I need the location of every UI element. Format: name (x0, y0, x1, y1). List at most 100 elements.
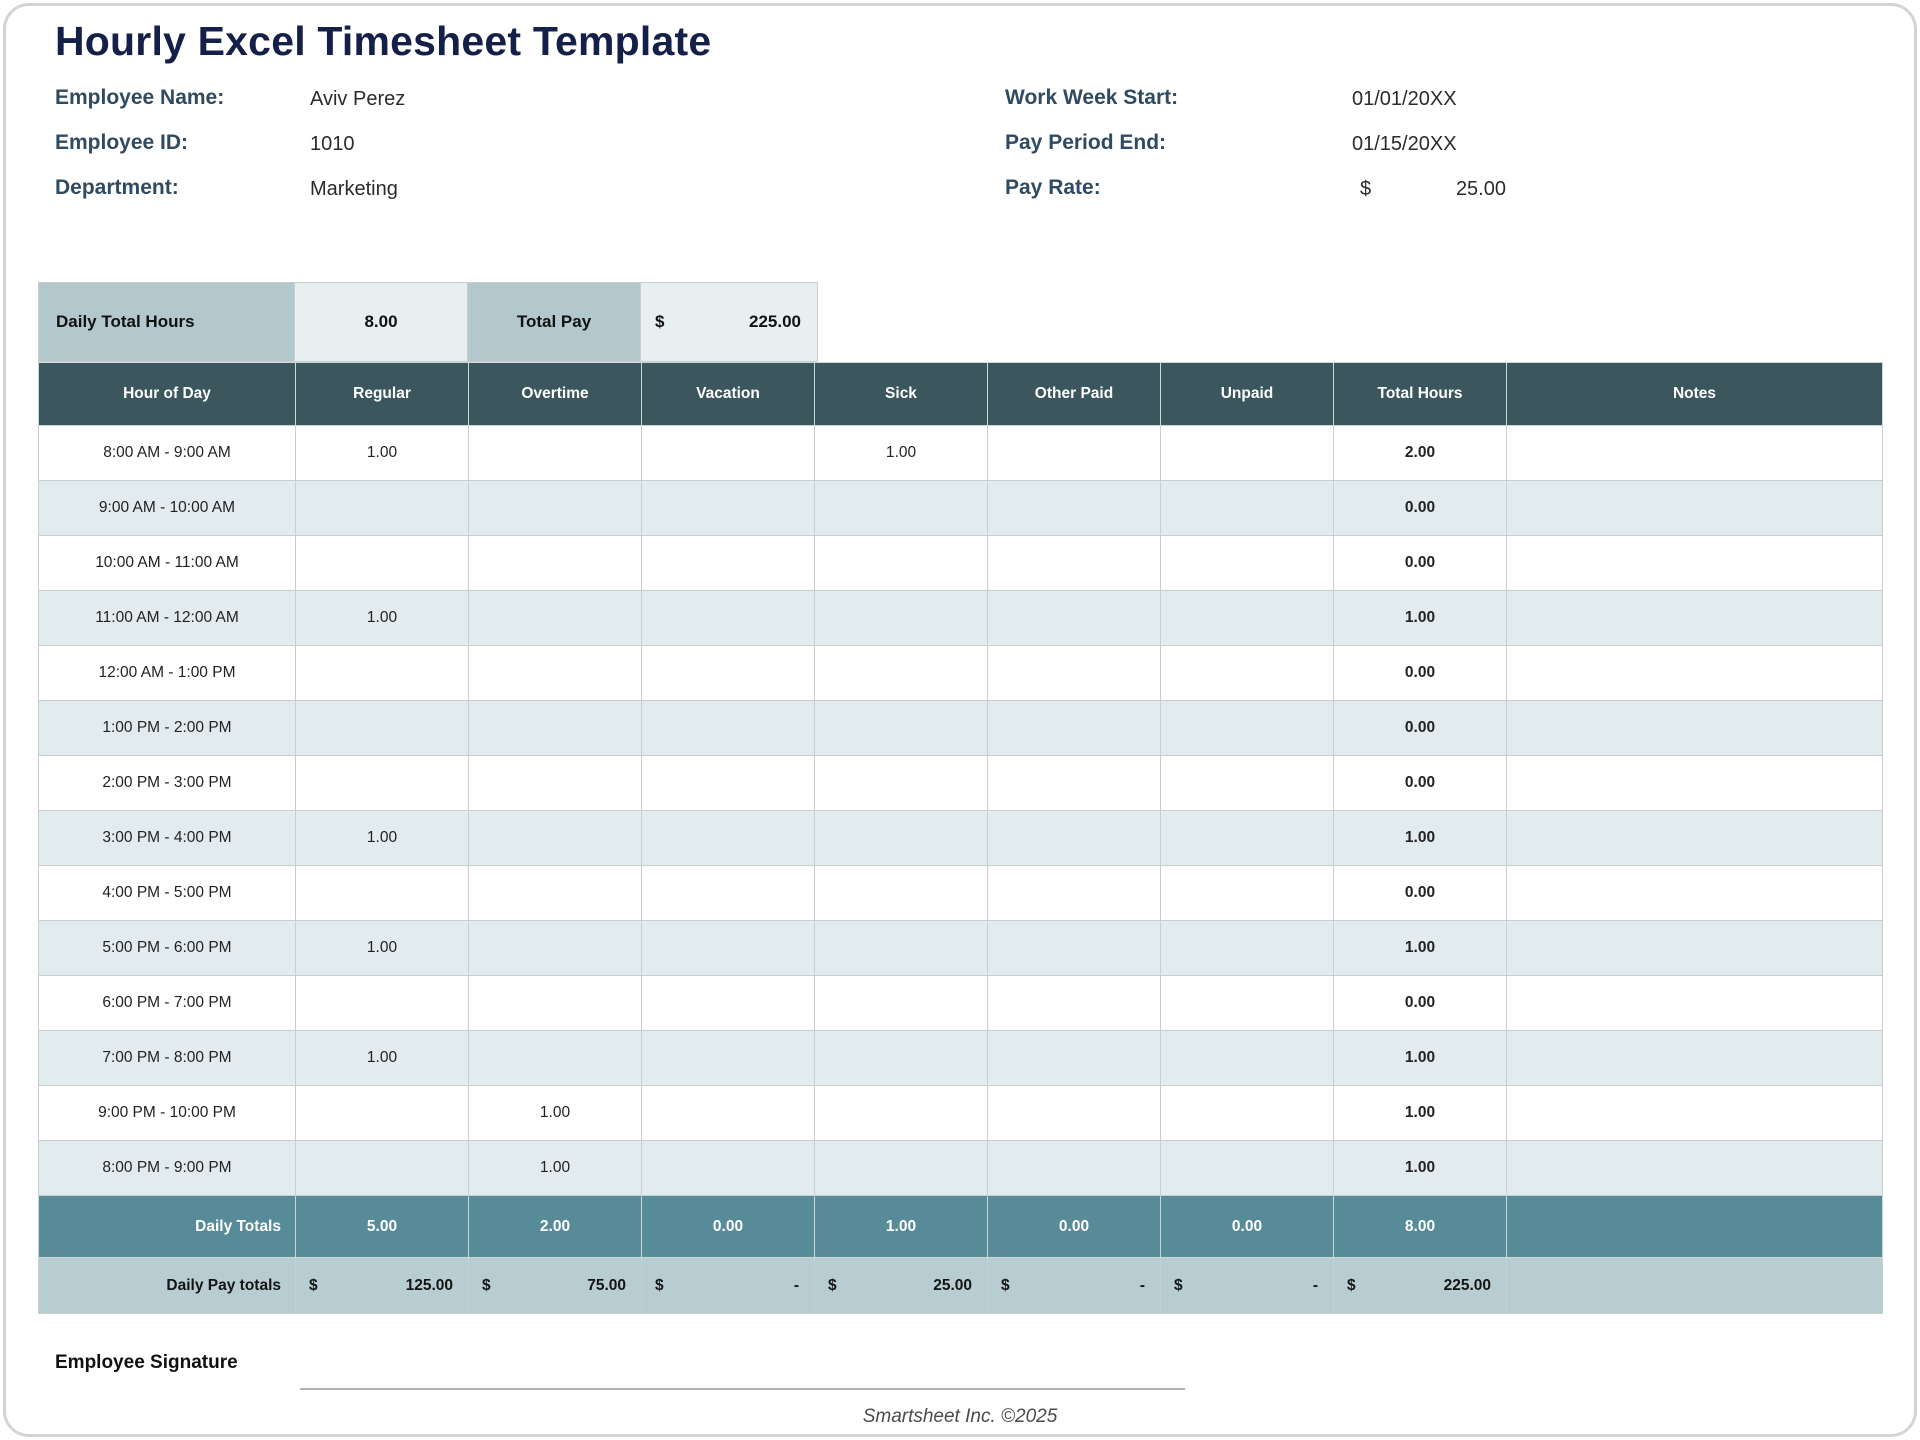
overtime-cell[interactable] (468, 425, 642, 481)
vacation-cell[interactable] (641, 590, 815, 646)
notes-cell[interactable] (1506, 535, 1883, 591)
sick-cell[interactable] (814, 645, 988, 701)
employee-name-value[interactable]: Aviv Perez (310, 88, 406, 110)
notes-cell[interactable] (1506, 590, 1883, 646)
unpaid-cell[interactable] (1160, 645, 1334, 701)
other-paid-cell[interactable] (987, 975, 1161, 1031)
regular-cell[interactable] (295, 535, 469, 591)
sick-cell[interactable] (814, 920, 988, 976)
other-paid-cell[interactable] (987, 1140, 1161, 1196)
regular-cell[interactable] (295, 700, 469, 756)
regular-cell[interactable] (295, 480, 469, 536)
overtime-cell[interactable] (468, 700, 642, 756)
regular-cell[interactable] (295, 1140, 469, 1196)
vacation-cell[interactable] (641, 1085, 815, 1141)
other-paid-cell[interactable] (987, 1085, 1161, 1141)
vacation-cell[interactable] (641, 425, 815, 481)
vacation-cell[interactable] (641, 700, 815, 756)
sick-cell[interactable] (814, 590, 988, 646)
unpaid-cell[interactable] (1160, 920, 1334, 976)
notes-cell[interactable] (1506, 1140, 1883, 1196)
regular-cell[interactable]: 1.00 (295, 425, 469, 481)
vacation-cell[interactable] (641, 865, 815, 921)
overtime-cell[interactable]: 1.00 (468, 1140, 642, 1196)
unpaid-cell[interactable] (1160, 810, 1334, 866)
regular-cell[interactable] (295, 865, 469, 921)
other-paid-cell[interactable] (987, 1030, 1161, 1086)
notes-cell[interactable] (1506, 480, 1883, 536)
vacation-cell[interactable] (641, 920, 815, 976)
other-paid-cell[interactable] (987, 810, 1161, 866)
unpaid-cell[interactable] (1160, 590, 1334, 646)
notes-cell[interactable] (1506, 975, 1883, 1031)
notes-cell[interactable] (1506, 1030, 1883, 1086)
unpaid-cell[interactable] (1160, 1140, 1334, 1196)
overtime-cell[interactable] (468, 590, 642, 646)
vacation-cell[interactable] (641, 1140, 815, 1196)
notes-cell[interactable] (1506, 645, 1883, 701)
pay-period-end-value[interactable]: 01/15/20XX (1352, 133, 1457, 155)
vacation-cell[interactable] (641, 975, 815, 1031)
sick-cell[interactable] (814, 1140, 988, 1196)
overtime-cell[interactable] (468, 1030, 642, 1086)
unpaid-cell[interactable] (1160, 865, 1334, 921)
notes-cell[interactable] (1506, 810, 1883, 866)
other-paid-cell[interactable] (987, 645, 1161, 701)
overtime-cell[interactable]: 1.00 (468, 1085, 642, 1141)
regular-cell[interactable] (295, 645, 469, 701)
overtime-cell[interactable] (468, 755, 642, 811)
sick-cell[interactable] (814, 480, 988, 536)
work-week-start-value[interactable]: 01/01/20XX (1352, 88, 1457, 110)
other-paid-cell[interactable] (987, 920, 1161, 976)
overtime-cell[interactable] (468, 535, 642, 591)
overtime-cell[interactable] (468, 920, 642, 976)
department-value[interactable]: Marketing (310, 178, 398, 200)
notes-cell[interactable] (1506, 1085, 1883, 1141)
overtime-cell[interactable] (468, 975, 642, 1031)
notes-cell[interactable] (1506, 755, 1883, 811)
unpaid-cell[interactable] (1160, 1030, 1334, 1086)
pay-rate-value[interactable]: $ 25.00 (1360, 178, 1506, 201)
notes-cell[interactable] (1506, 425, 1883, 481)
other-paid-cell[interactable] (987, 480, 1161, 536)
unpaid-cell[interactable] (1160, 535, 1334, 591)
sick-cell[interactable] (814, 535, 988, 591)
regular-cell[interactable]: 1.00 (295, 1030, 469, 1086)
vacation-cell[interactable] (641, 645, 815, 701)
other-paid-cell[interactable] (987, 590, 1161, 646)
vacation-cell[interactable] (641, 755, 815, 811)
other-paid-cell[interactable] (987, 535, 1161, 591)
employee-id-value[interactable]: 1010 (310, 133, 355, 155)
other-paid-cell[interactable] (987, 700, 1161, 756)
signature-line[interactable] (300, 1388, 1185, 1390)
notes-cell[interactable] (1506, 700, 1883, 756)
sick-cell[interactable] (814, 975, 988, 1031)
overtime-cell[interactable] (468, 865, 642, 921)
notes-cell[interactable] (1506, 920, 1883, 976)
regular-cell[interactable] (295, 755, 469, 811)
vacation-cell[interactable] (641, 1030, 815, 1086)
sick-cell[interactable] (814, 865, 988, 921)
sick-cell[interactable] (814, 810, 988, 866)
vacation-cell[interactable] (641, 535, 815, 591)
sick-cell[interactable] (814, 1030, 988, 1086)
vacation-cell[interactable] (641, 480, 815, 536)
unpaid-cell[interactable] (1160, 425, 1334, 481)
sick-cell[interactable] (814, 755, 988, 811)
vacation-cell[interactable] (641, 810, 815, 866)
sick-cell[interactable]: 1.00 (814, 425, 988, 481)
unpaid-cell[interactable] (1160, 700, 1334, 756)
overtime-cell[interactable] (468, 480, 642, 536)
regular-cell[interactable]: 1.00 (295, 920, 469, 976)
unpaid-cell[interactable] (1160, 755, 1334, 811)
overtime-cell[interactable] (468, 645, 642, 701)
regular-cell[interactable]: 1.00 (295, 810, 469, 866)
unpaid-cell[interactable] (1160, 480, 1334, 536)
sick-cell[interactable] (814, 1085, 988, 1141)
other-paid-cell[interactable] (987, 755, 1161, 811)
overtime-cell[interactable] (468, 810, 642, 866)
regular-cell[interactable] (295, 975, 469, 1031)
notes-cell[interactable] (1506, 865, 1883, 921)
unpaid-cell[interactable] (1160, 975, 1334, 1031)
unpaid-cell[interactable] (1160, 1085, 1334, 1141)
